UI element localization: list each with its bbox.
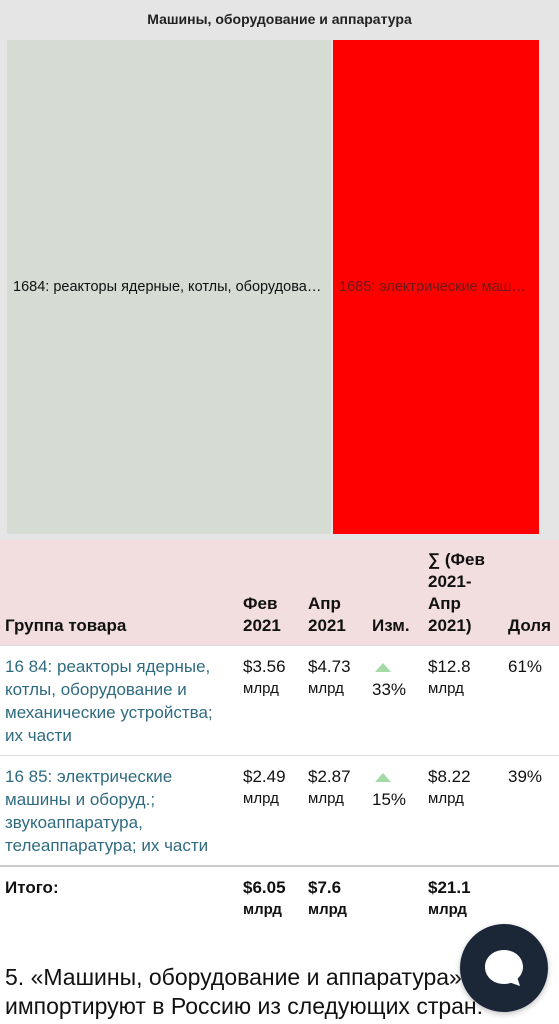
row-share-cell: 39% bbox=[503, 754, 559, 866]
row-apr-unit: млрд bbox=[308, 789, 344, 807]
row-feb-unit: млрд bbox=[243, 789, 279, 807]
total-sum-unit: млрд bbox=[428, 900, 467, 918]
row-apr-value: $2.87 bbox=[308, 766, 351, 786]
total-apr-unit: млрд bbox=[308, 900, 347, 918]
row-change-value: 33% bbox=[372, 679, 407, 699]
row-name-cell: 16 85: электрические машины и оборуд.; з… bbox=[0, 754, 238, 866]
row-apr-unit: млрд bbox=[308, 679, 344, 697]
table-header-row: Группа товара Фев 2021 Апр 2021 Изм. ∑ (… bbox=[0, 540, 559, 645]
treemap-tile-1684[interactable]: 1684: реакторы ядерные, котлы, оборудова… bbox=[7, 40, 331, 534]
header-sum-line1: ∑ (Фев bbox=[428, 549, 485, 569]
data-table: Группа товара Фев 2021 Апр 2021 Изм. ∑ (… bbox=[0, 540, 559, 928]
row-feb-value: $2.49 bbox=[243, 766, 286, 786]
row-share-cell: 61% bbox=[503, 644, 559, 755]
row-feb-cell: $2.49 млрд bbox=[238, 754, 303, 866]
treemap-tile-1685[interactable]: 1685: электрические машины и оборудовани… bbox=[333, 40, 539, 534]
total-sum-value: $21.1 bbox=[428, 877, 471, 897]
chat-button[interactable] bbox=[460, 924, 548, 1012]
treemap-tile-label: 1685: электрические машины и оборудовани… bbox=[339, 279, 539, 295]
row-apr-cell: $4.73 млрд bbox=[303, 644, 367, 755]
total-change-cell bbox=[367, 864, 423, 928]
header-sum-line2: 2021- bbox=[428, 571, 472, 591]
table-row: 16 85: электрические машины и оборуд.; з… bbox=[0, 754, 559, 866]
treemap-title: Машины, оборудование и аппаратура bbox=[147, 11, 412, 27]
header-sum: ∑ (Фев 2021- Апр 2021) bbox=[423, 540, 503, 645]
article-line-1: 5. «Машины, оборудование и аппаратура» bbox=[5, 963, 559, 992]
row-sum-unit: млрд bbox=[428, 679, 464, 697]
total-sum-cell: $21.1 млрд bbox=[423, 864, 503, 928]
total-feb-cell: $6.05 млрд bbox=[238, 864, 303, 928]
treemap-tile-label: 1684: реакторы ядерные, котлы, оборудова… bbox=[13, 279, 331, 295]
total-feb-value: $6.05 bbox=[243, 877, 286, 897]
header-apr-line2: 2021 bbox=[308, 615, 346, 635]
header-share: Доля bbox=[508, 615, 551, 635]
article-paragraph: 5. «Машины, оборудование и аппаратура» и… bbox=[0, 963, 559, 1021]
total-apr-value: $7.6 bbox=[308, 877, 342, 897]
row-sum-cell: $8.22 млрд bbox=[423, 754, 503, 866]
row-change-cell: 15% bbox=[367, 754, 423, 866]
row-feb-value: $3.56 bbox=[243, 656, 286, 676]
row-feb-cell: $3.56 млрд bbox=[238, 644, 303, 755]
total-share-cell bbox=[503, 864, 559, 928]
header-feb: Фев 2021 bbox=[238, 540, 303, 645]
row-sum-value: $8.22 bbox=[428, 766, 471, 786]
row-apr-cell: $2.87 млрд bbox=[303, 754, 367, 866]
header-group: Группа товара bbox=[5, 615, 127, 635]
header-change: Изм. bbox=[372, 615, 410, 635]
row-name-link[interactable]: 16 85: электрические машины и оборуд.; з… bbox=[5, 766, 209, 855]
treemap-chart: Машины, оборудование и аппаратура 1684: … bbox=[0, 0, 559, 540]
total-apr-cell: $7.6 млрд bbox=[303, 864, 367, 928]
header-apr: Апр 2021 bbox=[303, 540, 367, 645]
total-feb-unit: млрд bbox=[243, 900, 282, 918]
row-sum-unit: млрд bbox=[428, 789, 464, 807]
row-name-cell: 16 84: реакторы ядерные, котлы, оборудов… bbox=[0, 644, 238, 755]
header-feb-line2: 2021 bbox=[243, 615, 281, 635]
chat-bubble-icon bbox=[485, 950, 523, 986]
up-triangle-icon bbox=[375, 662, 391, 672]
row-feb-unit: млрд bbox=[243, 679, 279, 697]
up-triangle-icon bbox=[375, 772, 391, 782]
header-feb-line1: Фев bbox=[243, 593, 278, 613]
row-name-link[interactable]: 16 84: реакторы ядерные, котлы, оборудов… bbox=[5, 656, 213, 745]
header-sum-line4: 2021) bbox=[428, 615, 472, 635]
row-sum-cell: $12.8 млрд bbox=[423, 644, 503, 755]
row-change-cell: 33% bbox=[367, 644, 423, 755]
table-total-row: Итого: $6.05 млрд $7.6 млрд $21.1 млрд bbox=[0, 864, 559, 928]
header-apr-line1: Апр bbox=[308, 593, 341, 613]
table-row: 16 84: реакторы ядерные, котлы, оборудов… bbox=[0, 644, 559, 755]
header-sum-line3: Апр bbox=[428, 593, 461, 613]
row-apr-value: $4.73 bbox=[308, 656, 351, 676]
row-change-value: 15% bbox=[372, 789, 407, 809]
total-label: Итого: bbox=[0, 864, 238, 928]
article-line-1-text: 5. «Машины, оборудование и аппаратура» bbox=[5, 964, 462, 990]
article-line-2: импортируют в Россию из следующих стран: bbox=[5, 993, 484, 1019]
row-sum-value: $12.8 bbox=[428, 656, 471, 676]
